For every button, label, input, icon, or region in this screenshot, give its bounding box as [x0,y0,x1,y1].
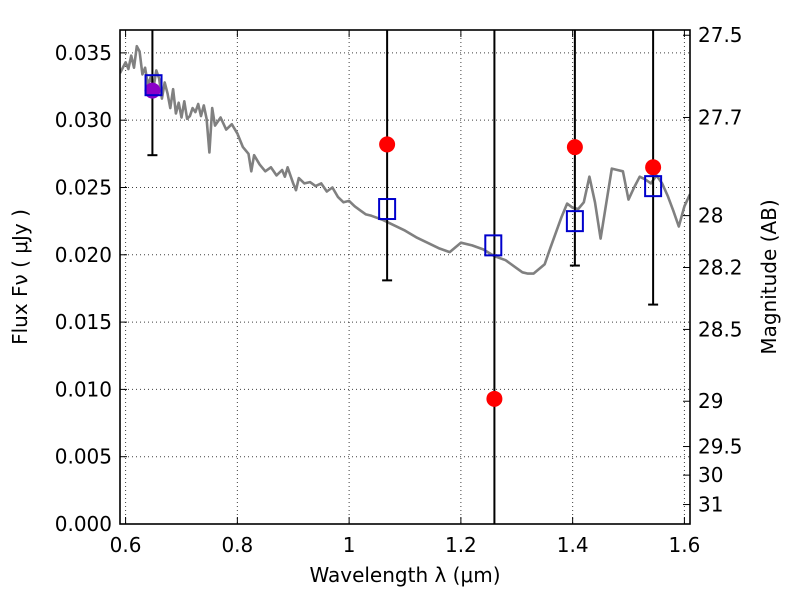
right-axis-tick-label: 30 [698,463,723,487]
right-axis-tick-label: 29.5 [698,435,743,459]
right-axis-tick-label: 27.5 [698,23,743,47]
right-axis-tick-label: 28.5 [698,317,743,341]
observed-point [486,390,503,407]
observed-point [645,159,662,176]
y-tick-label: 0.010 [55,377,112,401]
y-tick-label: 0.015 [55,310,112,334]
right-axis-tick-label: 31 [698,493,723,517]
x-tick-label: 1.6 [669,533,701,557]
right-axis-tick-label: 28 [698,204,723,228]
y-tick-label: 0.005 [55,445,112,469]
right-axis-tick-label: 28.2 [698,256,743,280]
y-axis-label: Flux Fν ( μJy ) [8,209,32,345]
plot-frame [119,29,691,525]
model-spectrum-line [120,44,690,275]
right-axis-label: Magnitude (AB) [757,199,781,354]
right-axis-tick-label: 29 [698,389,723,413]
y-tick-label: 0.025 [55,175,112,199]
observed-point [566,139,583,156]
observed-point [379,136,396,153]
synthetic-point [378,198,397,221]
x-tick-label: 0.6 [110,533,142,557]
x-tick-label: 1.4 [557,533,589,557]
x-axis-label: Wavelength λ (μm) [309,563,500,587]
model-spectrum [120,44,690,275]
y-tick-label: 0.000 [55,512,112,536]
x-tick-label: 1 [343,533,356,557]
x-tick-label: 0.8 [221,533,253,557]
synthetic-point [565,210,584,233]
synthetic-point [484,234,503,257]
y-tick-label: 0.035 [55,41,112,65]
right-axis-ticks: 27.5 27.7 28 28.2 28.5 29 29.5 30 31 [683,23,743,517]
y-tick-label: 0.030 [55,108,112,132]
observed-points [144,82,662,407]
synthetic-point [644,175,663,198]
synthetic-points [144,74,663,257]
right-axis-tick-label: 27.7 [698,105,743,129]
y-tick-label: 0.020 [55,243,112,267]
x-axis-ticks: 0.6 0.8 1 1.2 1.4 1.6 [110,30,701,557]
y-axis-ticks: 0.000 0.005 0.010 0.015 0.020 0.025 0.030 0.035 [55,41,127,536]
synthetic-point [144,74,163,97]
x-tick-label: 1.2 [445,533,477,557]
